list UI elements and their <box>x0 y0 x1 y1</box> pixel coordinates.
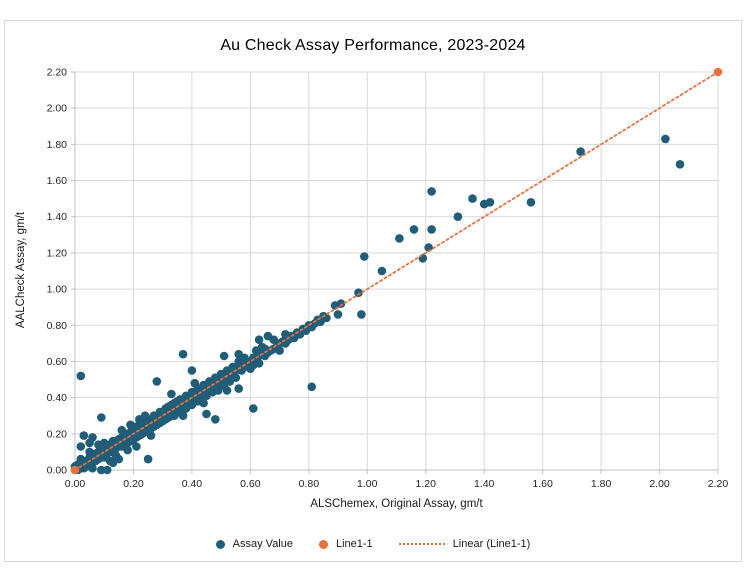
svg-text:1.20: 1.20 <box>416 478 437 490</box>
line1-1-marker-icon <box>318 539 328 549</box>
svg-text:0.80: 0.80 <box>47 320 68 332</box>
svg-text:0.00: 0.00 <box>47 465 68 477</box>
svg-text:0.20: 0.20 <box>123 478 144 490</box>
svg-text:0.60: 0.60 <box>47 356 68 368</box>
legend-item-assay-value: Assay Value <box>215 538 293 550</box>
assay-value-marker-icon <box>215 539 225 549</box>
chart-frame <box>4 20 742 562</box>
trendline-swatch-icon <box>398 543 445 545</box>
svg-text:0.60: 0.60 <box>240 478 261 490</box>
svg-text:1.00: 1.00 <box>47 284 68 296</box>
svg-text:0.00: 0.00 <box>65 478 86 490</box>
legend-item-line1-1: Line1-1 <box>318 538 373 550</box>
svg-text:1.20: 1.20 <box>47 247 68 259</box>
legend-label-line1-1: Line1-1 <box>335 538 373 550</box>
svg-text:2.20: 2.20 <box>47 67 68 79</box>
svg-text:1.80: 1.80 <box>47 139 68 151</box>
svg-text:0.40: 0.40 <box>182 478 203 490</box>
svg-text:1.60: 1.60 <box>532 478 553 490</box>
svg-text:1.40: 1.40 <box>474 478 495 490</box>
legend-label-assay-value: Assay Value <box>232 538 293 550</box>
legend: Assay Value Line1-1 Linear (Line1-1) <box>4 534 742 554</box>
svg-text:2.00: 2.00 <box>649 478 670 490</box>
svg-text:0.20: 0.20 <box>47 428 68 440</box>
svg-text:2.20: 2.20 <box>708 478 729 490</box>
svg-text:1.60: 1.60 <box>47 175 68 187</box>
legend-item-linear-trendline: Linear (Line1-1) <box>398 538 531 550</box>
svg-text:2.00: 2.00 <box>47 103 68 115</box>
x-axis-title: ALSChemex, Original Assay, gm/t <box>310 498 483 510</box>
svg-text:1.80: 1.80 <box>591 478 612 490</box>
chart-title: Au Check Assay Performance, 2023-2024 <box>220 37 526 54</box>
svg-text:0.80: 0.80 <box>299 478 320 490</box>
y-axis-title: AALCheck Assay, gm/t <box>15 211 27 329</box>
svg-text:0.40: 0.40 <box>47 392 68 404</box>
svg-text:1.00: 1.00 <box>357 478 378 490</box>
svg-text:1.40: 1.40 <box>47 211 68 223</box>
legend-label-linear: Linear (Line1-1) <box>452 538 531 550</box>
